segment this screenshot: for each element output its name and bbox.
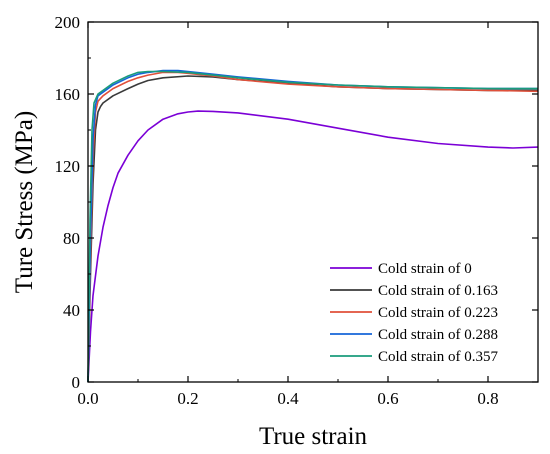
series-line-3 <box>87 71 539 383</box>
y-tick-label: 80 <box>63 229 80 248</box>
legend: Cold strain of 0 Cold strain of 0.163 Cold… <box>330 261 498 365</box>
y-tick-label: 160 <box>55 85 81 104</box>
legend-label: Cold strain of 0.357 <box>378 349 498 365</box>
y-tick-label: 40 <box>63 301 80 320</box>
legend-label: Cold strain of 0.163 <box>378 283 498 299</box>
x-tick-label: 0.2 <box>177 389 198 408</box>
x-tick-label: 0.4 <box>277 389 299 408</box>
x-tick-label: 0.0 <box>77 389 98 408</box>
y-axis-title: Ture Stress (MPa) <box>11 111 38 293</box>
axis-ticks: 0.0 0.2 0.4 0.6 0.8 0 40 80 120 160 200 <box>55 13 539 408</box>
y-tick-label: 120 <box>55 157 81 176</box>
x-axis-title: True strain <box>259 423 368 450</box>
y-tick-label: 0 <box>72 373 81 392</box>
y-tick-label: 200 <box>55 13 81 32</box>
legend-label: Cold strain of 0 <box>378 261 472 277</box>
series-line-1 <box>87 110 539 383</box>
x-tick-label: 0.8 <box>477 389 498 408</box>
legend-label: Cold strain of 0.223 <box>378 305 498 321</box>
series-lines <box>87 69 539 383</box>
x-tick-label: 0.6 <box>377 389 398 408</box>
legend-label: Cold strain of 0.288 <box>378 327 498 343</box>
series-line-5 <box>87 70 538 383</box>
